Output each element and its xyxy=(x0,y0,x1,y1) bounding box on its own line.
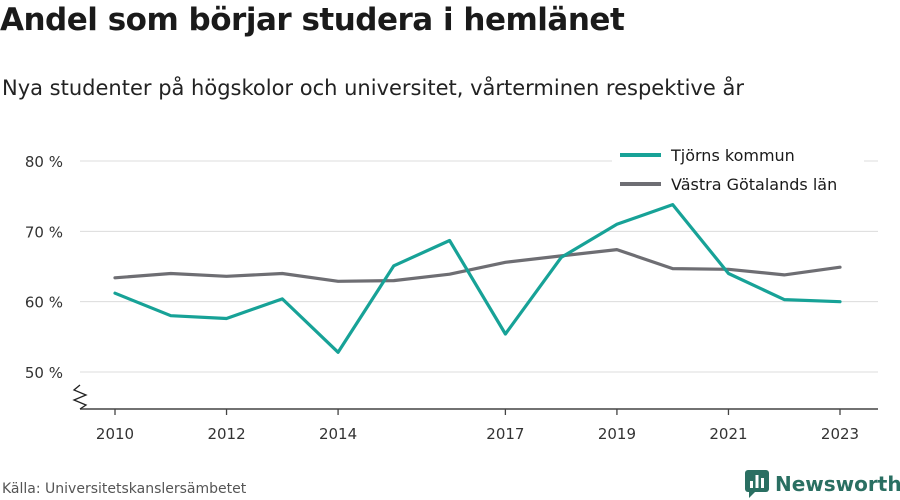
series-line xyxy=(113,248,842,283)
y-axis-tick-labels: 50 % 60 % 70 % 80 % xyxy=(25,153,63,382)
x-tick-label: 2012 xyxy=(207,425,245,443)
legend-label: Tjörns kommun xyxy=(670,146,795,165)
legend-label: Västra Götalands län xyxy=(671,175,837,194)
legend: Tjörns kommun Västra Götalands län xyxy=(612,142,864,197)
axis-break-icon xyxy=(72,384,88,410)
y-tick-label: 80 % xyxy=(25,153,63,171)
series-lines xyxy=(113,203,842,354)
x-tick-label: 2021 xyxy=(709,425,747,443)
x-tick-label: 2010 xyxy=(96,425,134,443)
series-line xyxy=(113,203,842,354)
x-tick-label: 2014 xyxy=(319,425,357,443)
newsworthy-logo-icon xyxy=(745,470,769,498)
chart-subtitle: Nya studenter på högskolor och universit… xyxy=(2,76,744,100)
y-tick-label: 50 % xyxy=(25,364,63,382)
line-chart: 50 % 60 % 70 % 80 % 2010 2012 2014 2017 2019 202… xyxy=(24,142,878,443)
source-note: Källa: Universitetskanslersämbetet xyxy=(2,481,247,497)
x-tick-label: 2017 xyxy=(486,425,524,443)
y-tick-label: 60 % xyxy=(25,294,63,312)
x-tick-label: 2023 xyxy=(821,425,859,443)
y-tick-label: 70 % xyxy=(25,223,63,241)
brand-name: Newsworthy xyxy=(775,472,900,496)
x-axis xyxy=(72,384,878,410)
chart-title: Andel som börjar studera i hemlänet xyxy=(0,2,625,38)
x-axis-tick-labels: 2010 2012 2014 2017 2019 2021 2023 xyxy=(96,409,859,443)
x-tick-label: 2019 xyxy=(598,425,636,443)
brand-logo[interactable]: Newsworthy xyxy=(745,469,900,499)
